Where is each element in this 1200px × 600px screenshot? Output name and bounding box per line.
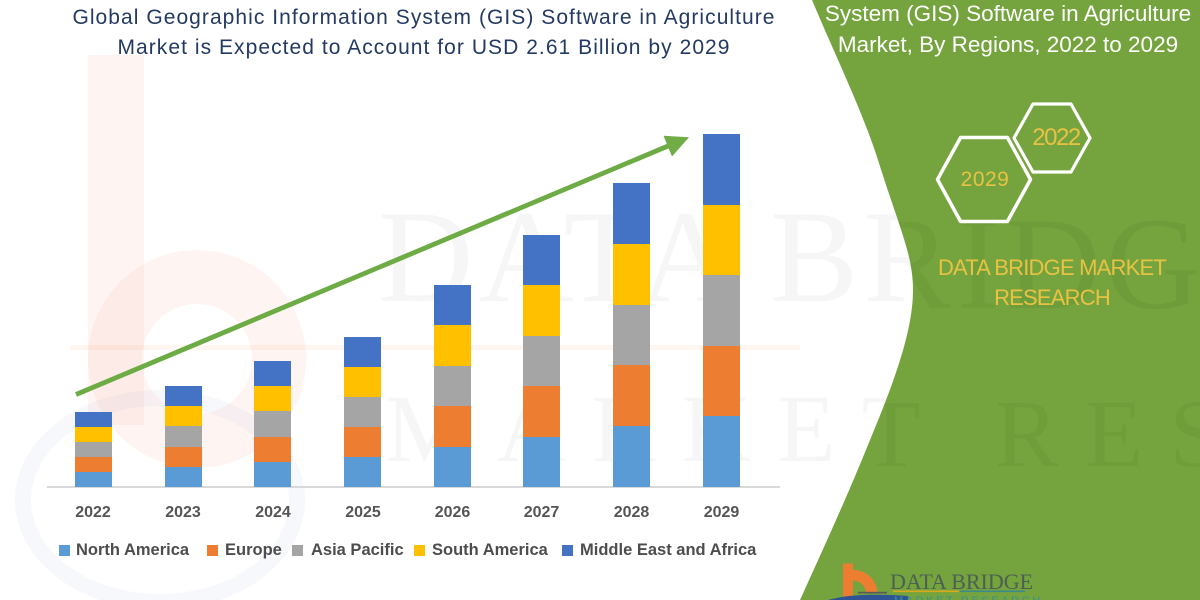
- svg-text:DATA BRIDGE: DATA BRIDGE: [890, 569, 1033, 594]
- svg-text:MARKET RESEARCH: MARKET RESEARCH: [385, 380, 1200, 487]
- svg-text:MARKET RESEARCH: MARKET RESEARCH: [894, 595, 1043, 600]
